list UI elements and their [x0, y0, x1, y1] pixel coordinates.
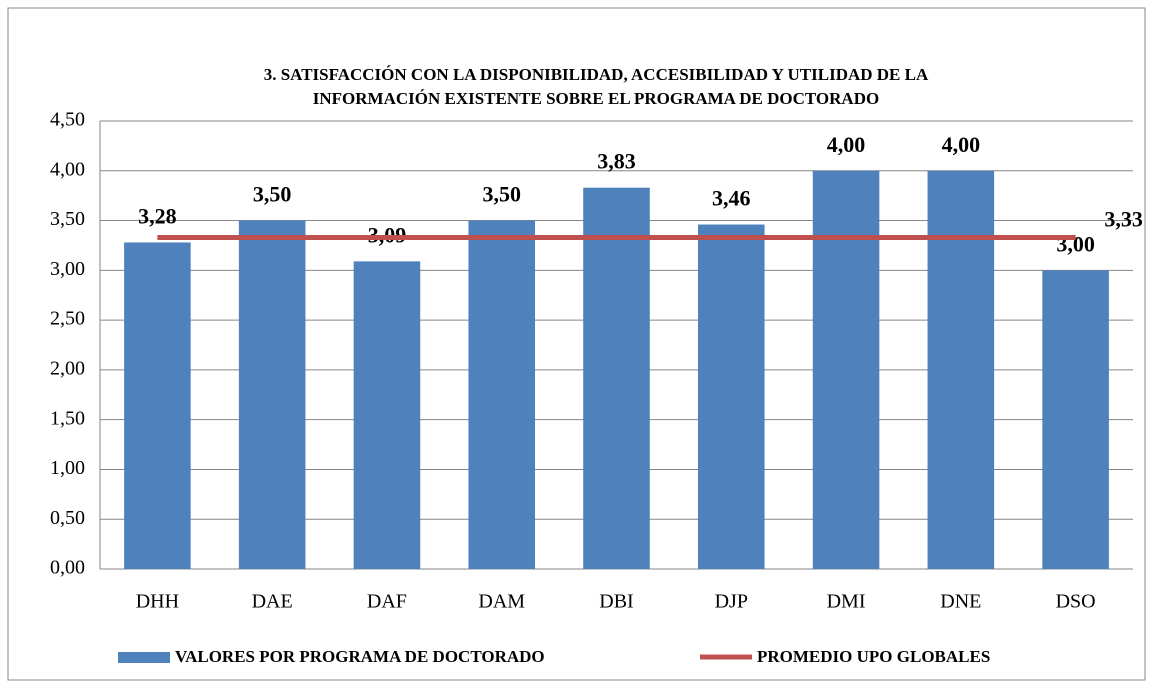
- data-label: 3,28: [138, 204, 177, 229]
- bar: [583, 187, 650, 570]
- x-tick-label: DJP: [715, 591, 748, 613]
- legend-label: PROMEDIO UPO GLOBALES: [757, 647, 990, 666]
- bar: [927, 170, 995, 569]
- x-tick-label: DAF: [367, 591, 407, 613]
- y-tick-label: 3,00: [50, 258, 85, 280]
- y-tick-label: 3,50: [50, 208, 85, 230]
- data-label: 4,00: [942, 132, 981, 157]
- y-tick-label: 2,50: [50, 308, 85, 330]
- data-label: 3,46: [712, 186, 751, 211]
- x-tick-label: DAE: [252, 591, 293, 613]
- x-tick-label: DSO: [1056, 591, 1096, 613]
- bar: [353, 261, 421, 569]
- data-label: 3,50: [253, 182, 292, 207]
- x-tick-label: DMI: [827, 591, 866, 613]
- data-label: 3,09: [368, 222, 407, 247]
- y-tick-label: 0,50: [50, 507, 85, 529]
- x-tick-label: DBI: [599, 591, 633, 613]
- y-tick-label: 1,50: [50, 407, 85, 429]
- data-label: 3,33: [1104, 207, 1143, 232]
- bar: [124, 242, 191, 570]
- bar: [1042, 270, 1109, 569]
- y-tick-label: 1,00: [50, 457, 85, 479]
- data-label: 4,00: [827, 132, 866, 157]
- chart-title: 3. SATISFACCIÓN CON LA DISPONIBILIDAD, A…: [264, 65, 929, 84]
- chart-title: INFORMACIÓN EXISTENTE SOBRE EL PROGRAMA …: [313, 89, 879, 108]
- x-tick-label: DNE: [940, 591, 981, 613]
- bar: [468, 220, 536, 570]
- legend-swatch: [118, 652, 170, 663]
- x-tick-label: DAM: [478, 591, 525, 613]
- x-tick-label: DHH: [136, 591, 179, 613]
- data-label: 3,83: [597, 149, 636, 174]
- bar: [697, 224, 765, 569]
- y-tick-label: 2,00: [50, 357, 85, 379]
- bar: [812, 170, 880, 569]
- legend-label: VALORES POR PROGRAMA DE DOCTORADO: [175, 647, 545, 666]
- y-tick-label: 0,00: [50, 557, 85, 579]
- bar: [238, 220, 306, 570]
- y-tick-label: 4,50: [50, 109, 85, 131]
- data-label: 3,50: [482, 182, 521, 207]
- y-tick-label: 4,00: [50, 158, 85, 180]
